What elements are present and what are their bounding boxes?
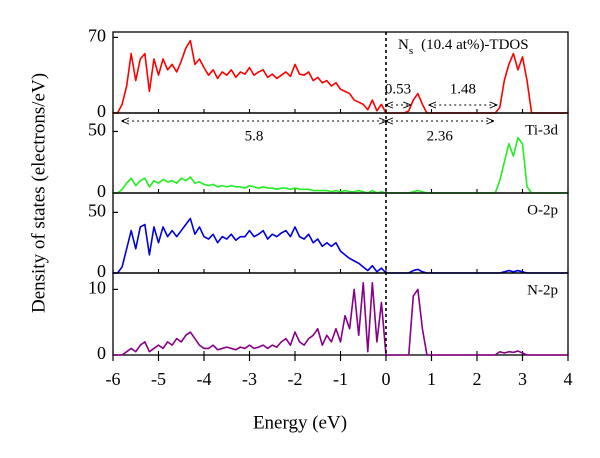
gap-label: 2.36 (427, 128, 454, 144)
x-tick-label: 2 (473, 369, 482, 389)
gap-label: 5.8 (245, 128, 264, 144)
dos-line (113, 136, 568, 194)
gap-label: 0.53 (385, 81, 411, 97)
panel-label: Ti-3d (525, 122, 558, 138)
y-tick-label: 0 (97, 181, 106, 201)
panel-label: O-2p (527, 202, 558, 218)
x-tick-label: 4 (564, 369, 573, 389)
tdos-label-sub: s (409, 45, 413, 57)
x-tick-label: -1 (333, 369, 348, 389)
tdos-label-rest: (10.4 at%)-TDOS (421, 37, 528, 53)
x-tick-label: -6 (106, 369, 121, 389)
x-tick-label: 1 (427, 369, 436, 389)
tdos-label-main: N (398, 37, 409, 53)
x-tick-label: -4 (197, 369, 212, 389)
x-tick-label: -5 (151, 369, 166, 389)
dos-line (113, 282, 568, 356)
y-tick-label: 70 (88, 26, 106, 46)
y-tick-label: 50 (88, 120, 106, 140)
x-tick-label: -2 (288, 369, 303, 389)
y-tick-label: 0 (97, 261, 106, 281)
x-tick-label: 3 (518, 369, 527, 389)
y-tick-label: 0 (97, 101, 106, 121)
y-tick-label: 0 (97, 343, 106, 363)
y-tick-label: 50 (88, 201, 106, 221)
y-axis-label: Density of states (electrons/eV) (28, 73, 49, 313)
y-tick-label: 10 (88, 278, 106, 298)
panel-frame (112, 272, 569, 356)
dos-line (113, 217, 568, 274)
x-tick-label: -3 (242, 369, 257, 389)
x-tick-label: 0 (382, 369, 391, 389)
panel-frame (112, 192, 569, 274)
x-axis-label: Energy (eV) (253, 412, 347, 433)
panel-label: N-2p (527, 282, 558, 298)
gap-label: 1.48 (450, 81, 476, 97)
tdos-label: Ns (10.4 at%)-TDOS (398, 37, 529, 56)
